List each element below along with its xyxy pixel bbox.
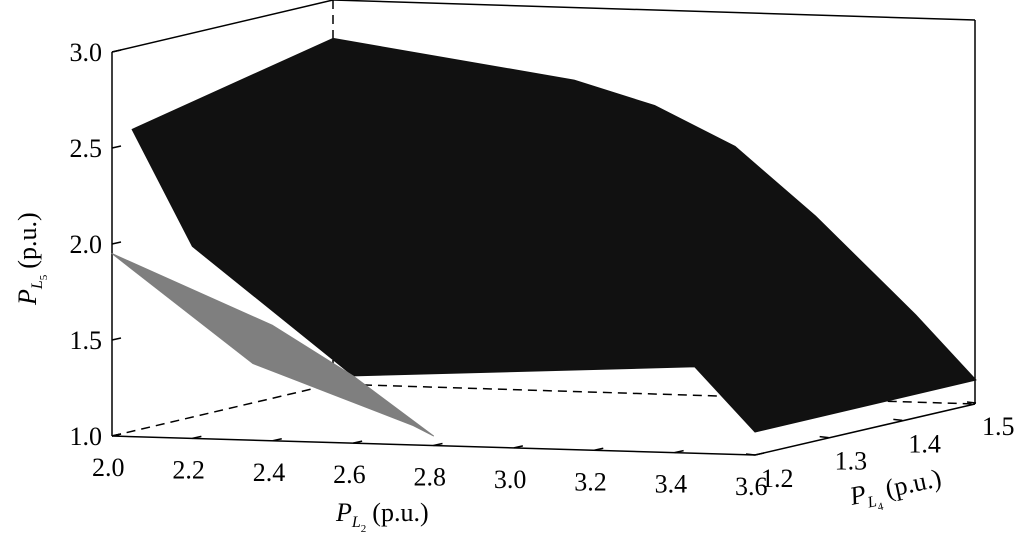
z-axis-label-sub: L [29,280,46,290]
x-tick-mark [674,449,684,454]
surface-1 [131,37,977,433]
x-axis-label-subsub: 2 [361,523,367,535]
y-tick-label: 1.2 [761,464,794,493]
x-axis-label-sub: L [351,514,361,531]
y-tick-mark [745,453,756,456]
x-tick-label: 2.4 [253,458,286,487]
z-axis-label-subsub: 5 [38,274,50,280]
z-tick-mark [111,145,122,149]
y-tick-label: 1.5 [982,412,1015,441]
z-axis-label-unit: (p.u.) [13,212,42,268]
x-tick-label: 2.0 [92,453,125,482]
x-tick-mark [352,440,363,444]
x-axis-label: PL2 (p.u.) [335,498,429,535]
y-tick-label: 1.4 [908,429,941,458]
x-tick-label: 2.8 [414,463,447,492]
z-tick-label: 2.5 [70,134,103,163]
x-tick-mark [272,438,282,442]
box-edge-hidden-bottom-left [111,383,334,437]
x-tick-mark [192,435,202,440]
x-tick-mark [513,445,524,449]
y-axis-label-unit: (p.u.) [883,463,944,503]
y-axis-label-sub: L [865,493,878,512]
x-tick-label: 2.2 [172,455,205,484]
surfaces-group [111,37,977,437]
x-tick-mark [754,452,765,456]
y-axis-label-var: P [846,479,869,511]
z-tick-label: 2.0 [70,230,103,259]
x-tick-label: 3.4 [655,470,688,499]
z-tick-mark [111,241,122,245]
y-axis-ticks: 1.2 1.3 1.4 1.5 [745,401,1015,493]
z-tick-mark [111,433,122,437]
x-axis-label-unit: (p.u.) [372,498,428,527]
x-tick-label: 3.6 [735,472,768,501]
box-edge-back-top [111,0,334,53]
z-tick-label: 1.5 [70,326,103,355]
y-tick-mark [893,418,903,422]
z-tick-mark [111,337,122,341]
z-axis-ticks: 1.0 1.5 2.0 2.5 3.0 [70,38,122,451]
x-tick-label: 3.0 [494,465,527,494]
z-tick-label: 1.0 [70,422,103,451]
z-axis-label: PL5 (p.u.) [13,212,50,306]
x-tick-mark [594,447,604,451]
x-tick-mark [433,442,443,447]
z-tick-mark [111,49,122,53]
box-edge-hidden-bottom-back [332,383,976,405]
y-tick-mark [966,401,977,404]
y-tick-label: 1.3 [835,447,868,476]
y-tick-mark [819,435,829,439]
x-tick-label: 3.2 [574,467,607,496]
y-axis-label-subsub: 4 [877,501,885,514]
box-edge-right-bottom [754,403,976,456]
x-tick-label: 2.6 [333,460,366,489]
z-axis-label-var: P [13,289,42,306]
box-edge-right-top [332,0,976,21]
x-axis-label-var: P [335,498,352,527]
surface-2 [111,253,434,437]
x-axis-ticks: 2.0 2.2 2.4 2.6 2.8 3.0 3.2 3.4 3.6 [92,433,768,501]
z-tick-label: 3.0 [70,38,103,67]
